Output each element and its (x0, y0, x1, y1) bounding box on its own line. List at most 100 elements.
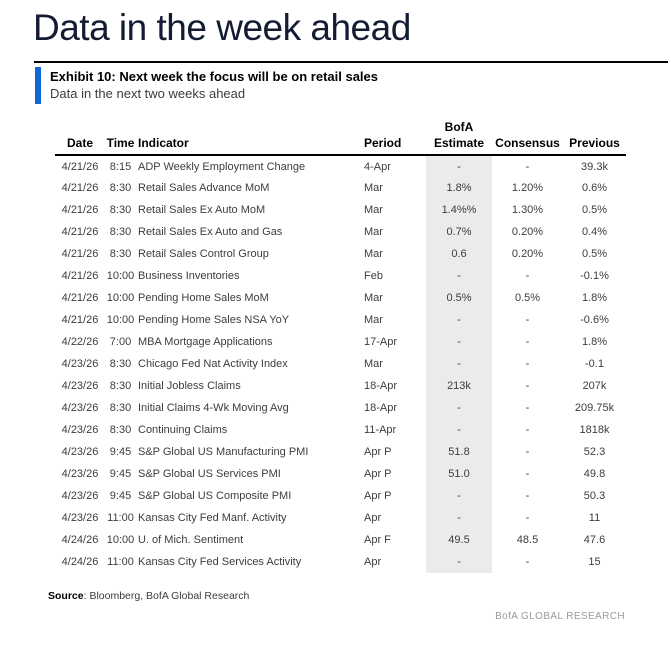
cell-previous: 1.8% (581, 292, 608, 304)
column-header-period: Period (362, 134, 426, 156)
cell-previous: 15 (588, 556, 601, 568)
cell-estimate: 0.5% (426, 287, 492, 309)
cell-previous: -0.1% (580, 270, 609, 282)
cell-period: Apr P (364, 446, 392, 458)
cell-consensus: - (525, 402, 530, 414)
cell-consensus: - (525, 380, 530, 392)
cell-estimate: - (426, 265, 492, 287)
cell-indicator: Pending Home Sales MoM (138, 292, 269, 304)
cell-previous: 49.8 (583, 468, 606, 480)
cell-period: Apr (364, 512, 382, 524)
cell-estimate: 49.5 (426, 529, 492, 551)
cell-estimate: 0.6 (426, 243, 492, 265)
cell-period: Apr (364, 556, 382, 568)
cell-time: 8:30 (109, 204, 132, 216)
cell-estimate: - (426, 551, 492, 573)
cell-previous: 0.5% (581, 248, 608, 260)
table-row: 4/23/26 9:45 S&P Global US Services PMI Apr… (55, 463, 626, 485)
cell-date: 4/23/26 (61, 490, 99, 502)
exhibit-title: Exhibit 10: Next week the focus will be … (50, 69, 378, 84)
cell-period: 18-Apr (364, 380, 398, 392)
cell-consensus: 0.20% (511, 226, 544, 238)
cell-consensus: - (525, 446, 530, 458)
column-header-estimate: Estimate (426, 134, 492, 156)
cell-estimate: - (426, 155, 492, 177)
cell-estimate: 51.8 (426, 441, 492, 463)
cell-date: 4/21/26 (61, 292, 99, 304)
cell-date: 4/23/26 (61, 512, 99, 524)
table-row: 4/24/26 11:00 Kansas City Fed Services Act… (55, 551, 626, 573)
table-row: 4/21/26 10:00 Business Inventories Feb - - -0.… (55, 265, 626, 287)
table-row: 4/21/26 8:30 Retail Sales Advance MoM Mar 1.… (55, 177, 626, 199)
table-row: 4/21/26 8:30 Retail Sales Control Group Mar… (55, 243, 626, 265)
table-body: 4/21/26 8:15 ADP Weekly Employment Change 4… (55, 155, 626, 573)
cell-indicator: U. of Mich. Sentiment (138, 534, 244, 546)
cell-estimate: 1.8% (426, 177, 492, 199)
cell-indicator: Kansas City Fed Manf. Activity (138, 512, 287, 524)
cell-previous: 1818k (579, 424, 610, 436)
cell-time: 10:00 (106, 270, 135, 282)
table-row: 4/21/26 8:15 ADP Weekly Employment Change 4… (55, 155, 626, 177)
cell-previous: 47.6 (583, 534, 606, 546)
table-row: 4/23/26 9:45 S&P Global US Manufacturing P… (55, 441, 626, 463)
cell-consensus: 0.20% (511, 248, 544, 260)
cell-date: 4/23/26 (61, 380, 99, 392)
cell-estimate: - (426, 309, 492, 331)
cell-previous: 39.3k (581, 160, 608, 173)
cell-time: 10:00 (106, 534, 135, 546)
column-header-time: Time (105, 134, 136, 156)
column-header-previous: Previous (563, 134, 626, 156)
table-row: 4/23/26 8:30 Chicago Fed Nat Activity Inde… (55, 353, 626, 375)
cell-time: 9:45 (109, 490, 132, 502)
cell-date: 4/21/26 (61, 248, 99, 260)
cell-time: 8:15 (109, 160, 132, 173)
column-header-date: Date (55, 134, 105, 156)
column-header-bofa: BofA (444, 120, 474, 134)
cell-consensus: 0.5% (514, 292, 541, 304)
cell-time: 8:30 (109, 248, 132, 260)
cell-time: 8:30 (109, 402, 132, 414)
cell-time: 8:30 (109, 182, 132, 194)
source-label: Source (48, 590, 84, 602)
cell-previous: -0.1 (585, 358, 604, 370)
cell-date: 4/22/26 (61, 336, 99, 348)
cell-period: Apr P (364, 468, 392, 480)
cell-time: 11:00 (107, 556, 134, 568)
cell-indicator: Chicago Fed Nat Activity Index (138, 358, 288, 370)
source-text: : Bloomberg, BofA Global Research (83, 590, 250, 602)
cell-estimate: 51.0 (426, 463, 492, 485)
table-row: 4/23/26 8:30 Initial Jobless Claims 18-Apr 2… (55, 375, 626, 397)
cell-period: Mar (364, 204, 383, 216)
cell-indicator: Retail Sales Control Group (138, 248, 269, 260)
table-row: 4/23/26 11:00 Kansas City Fed Manf. Activi… (55, 507, 626, 529)
cell-consensus: - (525, 358, 530, 370)
exhibit-block: Exhibit 10: Next week the focus will be … (35, 67, 671, 104)
source-note: Source: Bloomberg, BofA Global Research (48, 590, 671, 602)
cell-indicator: Kansas City Fed Services Activity (138, 556, 302, 568)
cell-date: 4/23/26 (61, 468, 99, 480)
cell-indicator: Continuing Claims (138, 424, 228, 436)
cell-estimate: 1.4%% (426, 199, 492, 221)
table-row: 4/23/26 8:30 Continuing Claims 11-Apr - - 1818… (55, 419, 626, 441)
cell-indicator: Retail Sales Ex Auto MoM (138, 204, 266, 216)
cell-period: Mar (364, 358, 383, 370)
cell-time: 7:00 (109, 336, 132, 348)
cell-indicator: Initial Jobless Claims (138, 380, 241, 392)
cell-date: 4/23/26 (61, 358, 99, 370)
cell-period: 11-Apr (364, 424, 397, 436)
cell-estimate: - (426, 507, 492, 529)
cell-time: 11:00 (107, 512, 134, 524)
cell-previous: 0.5% (581, 204, 608, 216)
cell-consensus: 48.5 (516, 534, 539, 546)
cell-previous: 50.3 (583, 490, 606, 502)
cell-date: 4/24/26 (61, 534, 99, 546)
economic-calendar-table: BofA Date Time Indicator Period Estimate… (55, 117, 626, 573)
cell-period: Apr P (364, 490, 392, 502)
cell-estimate: - (426, 419, 492, 441)
header-row-main: Date Time Indicator Period Estimate Cons… (55, 134, 626, 156)
brand-footer: BofA GLOBAL RESEARCH (495, 611, 625, 622)
cell-previous: 207k (582, 380, 607, 392)
cell-consensus: - (525, 314, 530, 326)
cell-previous: 0.4% (581, 226, 608, 238)
cell-consensus: 1.20% (511, 182, 544, 194)
